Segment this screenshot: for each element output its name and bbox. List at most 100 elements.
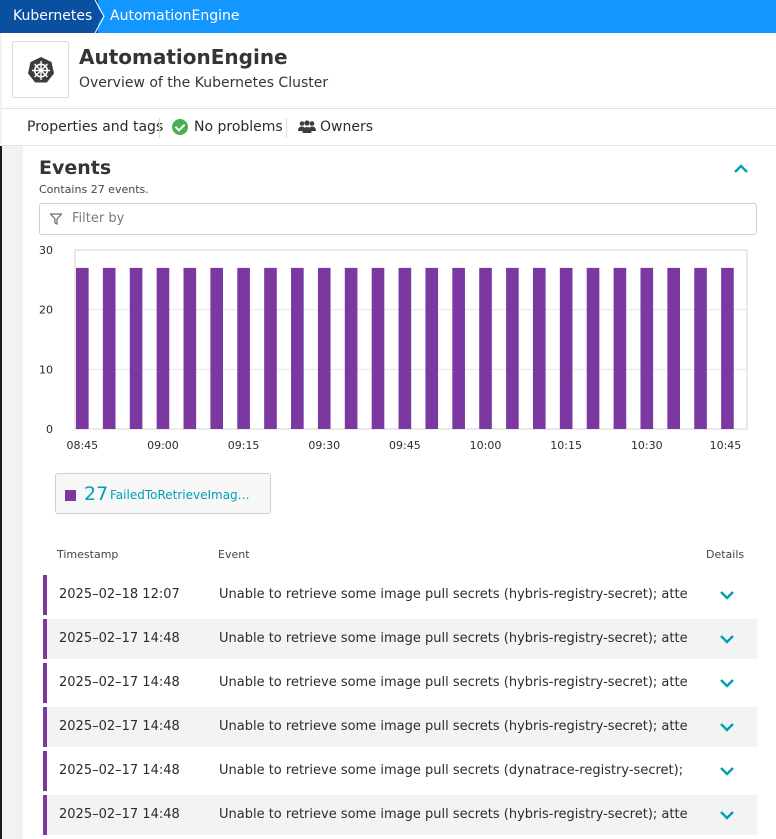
filter-placeholder: Filter by xyxy=(72,211,125,226)
chevron-down-icon[interactable] xyxy=(719,721,735,733)
filter-input[interactable]: Filter by xyxy=(39,203,757,235)
bar xyxy=(613,267,627,429)
breadcrumb-automationengine[interactable]: AutomationEngine xyxy=(110,8,240,24)
severity-bar xyxy=(43,707,47,747)
bar xyxy=(721,267,734,429)
x-tick-label: 09:45 xyxy=(389,439,421,452)
legend-item[interactable]: 27 FailedToRetrieveImag… xyxy=(55,473,271,514)
bar xyxy=(210,267,224,429)
table-row[interactable]: 2025–02–17 14:48 Unable to retrieve some … xyxy=(43,619,757,659)
bar xyxy=(237,267,250,429)
legend-count: 27 xyxy=(84,483,109,505)
sidebar-edge xyxy=(0,146,2,839)
divider xyxy=(159,118,160,138)
page-title: AutomationEngine xyxy=(79,45,288,69)
breadcrumb-kubernetes[interactable]: Kubernetes xyxy=(0,0,98,33)
bar xyxy=(156,267,170,429)
breadcrumb-separator xyxy=(93,0,103,32)
table-row[interactable]: 2025–02–17 14:48 Unable to retrieve some … xyxy=(43,751,757,791)
y-tick-label: 30 xyxy=(39,244,53,257)
events-card: Events Contains 27 events. Filter by 0 10… xyxy=(23,146,776,839)
y-tick-label: 0 xyxy=(46,423,53,436)
bar xyxy=(76,267,89,429)
bar xyxy=(183,267,197,429)
divider xyxy=(286,118,287,138)
column-header-details: Details xyxy=(706,548,745,561)
check-circle-icon xyxy=(172,119,188,135)
timestamp-cell: 2025–02–17 14:48 xyxy=(59,675,180,690)
bar xyxy=(317,267,331,429)
severity-bar xyxy=(43,795,47,835)
tag-bar: Properties and tags No problems Owners xyxy=(2,109,776,146)
chevron-down-icon[interactable] xyxy=(719,633,735,645)
x-tick-label: 10:45 xyxy=(710,439,742,452)
bar xyxy=(479,267,492,429)
events-title: Events xyxy=(39,157,112,179)
severity-bar xyxy=(43,575,47,615)
event-cell: Unable to retrieve some image pull secre… xyxy=(219,631,687,646)
x-tick-label: 09:30 xyxy=(308,439,340,452)
no-problems-button[interactable]: No problems xyxy=(194,119,283,135)
legend-label: FailedToRetrieveImag… xyxy=(110,488,250,502)
table-row[interactable]: 2025–02–18 12:07 Unable to retrieve some … xyxy=(43,575,757,615)
bar xyxy=(264,267,277,429)
bar xyxy=(506,267,519,429)
severity-bar xyxy=(43,619,47,659)
table-row[interactable]: 2025–02–17 14:48 Unable to retrieve some … xyxy=(43,795,757,835)
table-row[interactable]: 2025–02–17 14:48 Unable to retrieve some … xyxy=(43,707,757,747)
y-tick-label: 10 xyxy=(39,363,53,376)
event-cell: Unable to retrieve some image pull secre… xyxy=(219,675,687,690)
x-tick-label: 08:45 xyxy=(66,439,98,452)
bar xyxy=(344,267,358,429)
bar xyxy=(667,267,680,429)
bar xyxy=(129,267,143,429)
chevron-down-icon[interactable] xyxy=(719,589,735,601)
breadcrumb-chevron-icon xyxy=(94,0,105,33)
x-tick-label: 10:15 xyxy=(550,439,582,452)
column-header-timestamp[interactable]: Timestamp xyxy=(57,548,119,561)
chevron-up-icon[interactable] xyxy=(732,162,750,176)
x-tick-label: 10:30 xyxy=(631,439,663,452)
timestamp-cell: 2025–02–17 14:48 xyxy=(59,807,180,822)
severity-bar xyxy=(43,751,47,791)
x-tick-label: 09:00 xyxy=(147,439,179,452)
table-row[interactable]: 2025–02–17 14:48 Unable to retrieve some … xyxy=(43,663,757,703)
events-count: Contains 27 events. xyxy=(39,183,149,196)
bar xyxy=(425,267,439,429)
event-cell: Unable to retrieve some image pull secre… xyxy=(219,807,687,822)
column-header-event[interactable]: Event xyxy=(218,548,250,561)
bar xyxy=(559,267,573,429)
bar xyxy=(640,267,654,429)
bar xyxy=(452,267,465,429)
x-tick-label: 10:00 xyxy=(470,439,502,452)
page-subtitle: Overview of the Kubernetes Cluster xyxy=(79,75,329,91)
bar xyxy=(102,267,116,429)
y-tick-label: 20 xyxy=(39,304,53,317)
event-cell: Unable to retrieve some image pull secre… xyxy=(219,587,687,602)
bar xyxy=(291,267,304,429)
event-cell: Unable to retrieve some image pull secre… xyxy=(219,719,687,734)
properties-and-tags-button[interactable]: Properties and tags xyxy=(27,119,164,135)
chevron-down-icon[interactable] xyxy=(719,765,735,777)
bar xyxy=(694,267,707,429)
filter-icon xyxy=(50,213,62,225)
timestamp-cell: 2025–02–17 14:48 xyxy=(59,631,180,646)
event-cell: Unable to retrieve some image pull secre… xyxy=(219,763,687,778)
kubernetes-helm-icon xyxy=(28,57,54,83)
bar xyxy=(532,267,546,429)
timestamp-cell: 2025–02–17 14:48 xyxy=(59,763,180,778)
legend-swatch xyxy=(65,490,76,501)
owners-button[interactable]: Owners xyxy=(320,119,374,135)
x-tick-label: 09:15 xyxy=(228,439,260,452)
chevron-down-icon[interactable] xyxy=(719,677,735,689)
entity-header: AutomationEngine Overview of the Kuberne… xyxy=(2,33,776,109)
owners-icon xyxy=(298,120,316,133)
kubernetes-logo xyxy=(12,41,69,98)
bar xyxy=(398,267,412,429)
timestamp-cell: 2025–02–17 14:48 xyxy=(59,719,180,734)
bar xyxy=(586,267,600,429)
breadcrumb: Kubernetes AutomationEngine xyxy=(0,0,776,33)
severity-bar xyxy=(43,663,47,703)
chevron-down-icon[interactable] xyxy=(719,809,735,821)
